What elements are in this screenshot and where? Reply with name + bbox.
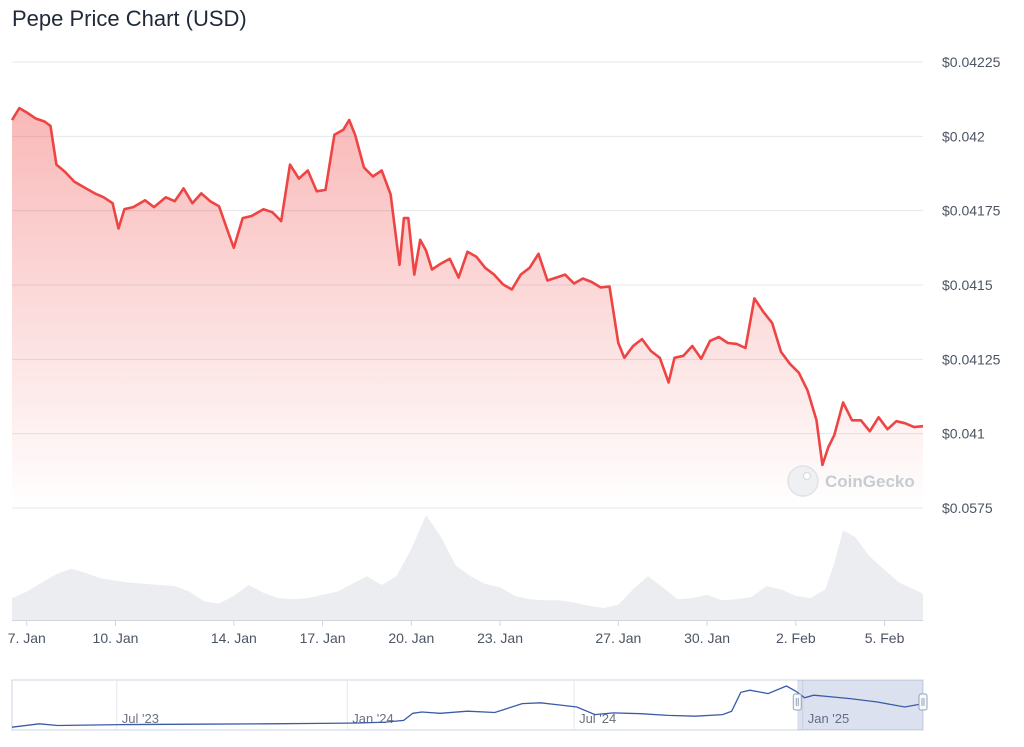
navigator-handle-left[interactable]: [792, 693, 802, 711]
navigator-tick-label: Jan '25: [808, 711, 850, 726]
y-tick-label: $0.04175: [942, 203, 1001, 219]
x-tick-label: 7. Jan: [8, 630, 46, 646]
x-tick-label: 5. Feb: [865, 630, 905, 646]
x-tick-label: 27. Jan: [595, 630, 641, 646]
x-tick-label: 20. Jan: [388, 630, 434, 646]
chart-title: Pepe Price Chart (USD): [12, 6, 247, 31]
y-tick-label: $0.0415: [942, 277, 993, 293]
y-axis: $0.04225 $0.042 $0.04175 $0.0415 $0.04125 $0.…: [942, 54, 1001, 516]
price-line[interactable]: [10, 106, 924, 467]
x-axis: 7. Jan 10. Jan 14. Jan 17. Jan 20. Jan 23. Ja…: [8, 620, 923, 646]
navigator-tick-label: Jan '24: [352, 711, 394, 726]
y-tick-label: $0.04125: [942, 351, 1001, 367]
x-tick-label: 30. Jan: [684, 630, 730, 646]
price-area: [12, 108, 923, 508]
coingecko-watermark: CoinGecko: [787, 465, 915, 497]
coingecko-logo-eye: [803, 472, 811, 480]
y-tick-label: $0.041: [942, 426, 985, 442]
x-tick-label: 23. Jan: [477, 630, 523, 646]
y-tick-label: $0.04225: [942, 54, 1001, 70]
navigator-frame: [11, 679, 924, 731]
y-tick-label: $0.042: [942, 128, 985, 144]
navigator-handle-right[interactable]: [918, 693, 928, 711]
coingecko-logo-icon: [787, 465, 819, 497]
range-navigator[interactable]: Jul '23 Jan '24 Jul '24 Jan '25: [11, 679, 928, 731]
x-tick-label: 10. Jan: [93, 630, 139, 646]
navigator-tick-label: Jul '24: [579, 711, 616, 726]
watermark-text: CoinGecko: [825, 472, 915, 491]
x-tick-label: 17. Jan: [300, 630, 346, 646]
x-tick-label: 14. Jan: [211, 630, 257, 646]
navigator-tick-label: Jul '23: [122, 711, 159, 726]
volume-area: [12, 515, 923, 620]
y-tick-label: $0.0575: [942, 500, 993, 516]
navigator-handles[interactable]: [792, 693, 928, 711]
x-tick-label: 2. Feb: [776, 630, 816, 646]
navigator-selection[interactable]: [797, 680, 923, 730]
